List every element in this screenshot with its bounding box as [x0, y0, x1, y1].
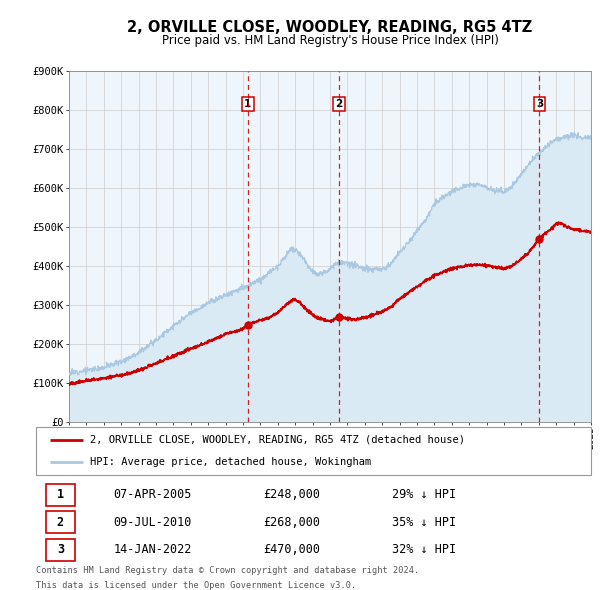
- Text: 09-JUL-2010: 09-JUL-2010: [113, 516, 192, 529]
- Text: 1: 1: [57, 488, 64, 501]
- Text: 1: 1: [244, 99, 251, 109]
- Text: HPI: Average price, detached house, Wokingham: HPI: Average price, detached house, Woki…: [91, 457, 371, 467]
- Text: Price paid vs. HM Land Registry's House Price Index (HPI): Price paid vs. HM Land Registry's House …: [161, 34, 499, 47]
- Text: 2, ORVILLE CLOSE, WOODLEY, READING, RG5 4TZ: 2, ORVILLE CLOSE, WOODLEY, READING, RG5 …: [127, 20, 533, 35]
- Text: 32% ↓ HPI: 32% ↓ HPI: [392, 543, 457, 556]
- Text: 2: 2: [335, 99, 343, 109]
- Text: 35% ↓ HPI: 35% ↓ HPI: [392, 516, 457, 529]
- Text: 07-APR-2005: 07-APR-2005: [113, 488, 192, 501]
- FancyBboxPatch shape: [46, 484, 75, 506]
- Text: 3: 3: [536, 99, 543, 109]
- Text: This data is licensed under the Open Government Licence v3.0.: This data is licensed under the Open Gov…: [36, 581, 356, 590]
- Text: 29% ↓ HPI: 29% ↓ HPI: [392, 488, 457, 501]
- FancyBboxPatch shape: [46, 539, 75, 561]
- Text: 3: 3: [57, 543, 64, 556]
- FancyBboxPatch shape: [46, 512, 75, 533]
- FancyBboxPatch shape: [36, 427, 591, 475]
- Text: £268,000: £268,000: [263, 516, 320, 529]
- Text: 2, ORVILLE CLOSE, WOODLEY, READING, RG5 4TZ (detached house): 2, ORVILLE CLOSE, WOODLEY, READING, RG5 …: [91, 435, 466, 445]
- Text: £248,000: £248,000: [263, 488, 320, 501]
- Text: 2: 2: [57, 516, 64, 529]
- Text: £470,000: £470,000: [263, 543, 320, 556]
- Text: 14-JAN-2022: 14-JAN-2022: [113, 543, 192, 556]
- Text: Contains HM Land Registry data © Crown copyright and database right 2024.: Contains HM Land Registry data © Crown c…: [36, 566, 419, 575]
